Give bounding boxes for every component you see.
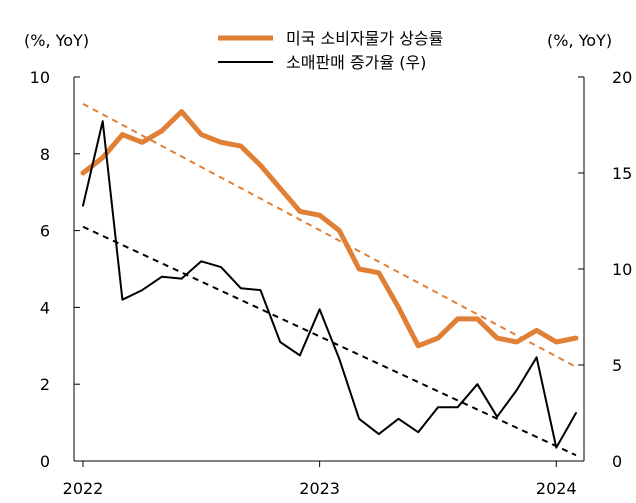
right-tick-label: 20 [612, 68, 632, 87]
cpi-line [80, 109, 579, 349]
right-tick-label: 0 [612, 452, 622, 471]
axes: 0 2 4 6 8 10 0 5 10 15 20 2022 2023 2024 [30, 68, 633, 498]
left-tick-label: 10 [30, 68, 50, 87]
left-axis-unit-label: (%, YoY) [24, 31, 89, 50]
trendlines [82, 102, 577, 457]
left-tick-label: 2 [40, 375, 50, 394]
series-lines [80, 109, 579, 449]
right-tick-label: 10 [612, 260, 632, 279]
legend-label-retail: 소매판매 증가율 (우) [286, 53, 426, 72]
left-tick-label: 6 [40, 222, 50, 241]
trendline-cpi [82, 102, 577, 368]
trendline-retail [82, 225, 577, 457]
x-tick-label: 2023 [299, 479, 340, 498]
retail-sales-line [82, 120, 577, 449]
left-tick-label: 4 [40, 298, 50, 317]
left-tick-label: 8 [40, 145, 50, 164]
legend-label-cpi: 미국 소비자물가 상승률 [286, 29, 443, 48]
left-tick-label: 0 [40, 452, 50, 471]
x-tick-label: 2022 [63, 479, 104, 498]
right-axis-unit-label: (%, YoY) [547, 31, 612, 50]
right-tick-label: 15 [612, 164, 632, 183]
legend: 미국 소비자물가 상승률 소매판매 증가율 (우) [218, 29, 443, 72]
x-tick-label: 2024 [536, 479, 577, 498]
right-tick-label: 5 [612, 356, 622, 375]
